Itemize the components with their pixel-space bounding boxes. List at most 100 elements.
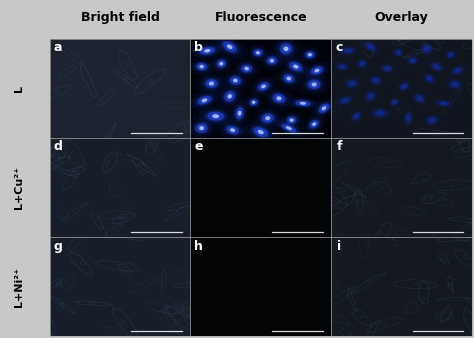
Ellipse shape xyxy=(319,104,329,113)
Ellipse shape xyxy=(230,77,241,84)
Ellipse shape xyxy=(306,78,323,91)
Text: i: i xyxy=(337,240,341,252)
Ellipse shape xyxy=(262,85,265,88)
Ellipse shape xyxy=(199,97,210,104)
Ellipse shape xyxy=(301,102,305,104)
Ellipse shape xyxy=(434,65,439,68)
Ellipse shape xyxy=(282,73,296,84)
Ellipse shape xyxy=(350,82,354,85)
Ellipse shape xyxy=(338,64,346,69)
Ellipse shape xyxy=(250,47,266,59)
Ellipse shape xyxy=(418,97,422,100)
Ellipse shape xyxy=(288,117,295,123)
Ellipse shape xyxy=(211,114,220,118)
Ellipse shape xyxy=(261,84,266,89)
Ellipse shape xyxy=(195,62,209,71)
Ellipse shape xyxy=(283,125,295,131)
Ellipse shape xyxy=(315,70,319,72)
Ellipse shape xyxy=(223,41,237,52)
Ellipse shape xyxy=(338,96,352,104)
Ellipse shape xyxy=(369,95,372,98)
Ellipse shape xyxy=(287,61,304,73)
Ellipse shape xyxy=(441,102,446,104)
Ellipse shape xyxy=(205,79,218,88)
Ellipse shape xyxy=(255,128,267,136)
Ellipse shape xyxy=(306,117,322,131)
Ellipse shape xyxy=(450,81,459,88)
Ellipse shape xyxy=(200,127,203,129)
Ellipse shape xyxy=(430,62,443,71)
Ellipse shape xyxy=(281,44,291,53)
Ellipse shape xyxy=(199,47,215,54)
Ellipse shape xyxy=(286,116,298,125)
Ellipse shape xyxy=(426,75,433,81)
Ellipse shape xyxy=(251,125,271,139)
Ellipse shape xyxy=(284,75,293,82)
Ellipse shape xyxy=(348,80,356,87)
Ellipse shape xyxy=(238,112,241,115)
Ellipse shape xyxy=(259,83,268,90)
Ellipse shape xyxy=(260,112,276,124)
Ellipse shape xyxy=(309,66,325,76)
Ellipse shape xyxy=(428,77,431,80)
Ellipse shape xyxy=(197,124,207,132)
Ellipse shape xyxy=(382,65,393,72)
Ellipse shape xyxy=(192,60,211,73)
Ellipse shape xyxy=(236,107,244,119)
Ellipse shape xyxy=(277,97,281,100)
Ellipse shape xyxy=(228,45,232,48)
Ellipse shape xyxy=(264,116,271,120)
Ellipse shape xyxy=(413,94,426,103)
Ellipse shape xyxy=(372,78,380,83)
Ellipse shape xyxy=(252,48,264,57)
Ellipse shape xyxy=(410,59,414,62)
Ellipse shape xyxy=(254,50,262,56)
Ellipse shape xyxy=(314,100,334,117)
Ellipse shape xyxy=(370,76,382,84)
Ellipse shape xyxy=(268,90,290,107)
Ellipse shape xyxy=(206,80,217,87)
Ellipse shape xyxy=(365,43,375,51)
Text: L+Ni²⁺: L+Ni²⁺ xyxy=(14,267,24,307)
Ellipse shape xyxy=(447,52,454,57)
Ellipse shape xyxy=(404,113,412,124)
Ellipse shape xyxy=(415,95,424,102)
Ellipse shape xyxy=(340,47,356,54)
Ellipse shape xyxy=(287,117,296,124)
Ellipse shape xyxy=(258,130,263,134)
Ellipse shape xyxy=(231,77,240,84)
Ellipse shape xyxy=(220,40,239,54)
Ellipse shape xyxy=(422,45,431,53)
Ellipse shape xyxy=(207,112,225,121)
Ellipse shape xyxy=(203,49,211,53)
Ellipse shape xyxy=(196,63,207,70)
Ellipse shape xyxy=(199,126,205,130)
Ellipse shape xyxy=(239,64,254,74)
Ellipse shape xyxy=(237,62,256,75)
Ellipse shape xyxy=(322,107,326,110)
Ellipse shape xyxy=(196,124,208,132)
Ellipse shape xyxy=(374,79,378,82)
Ellipse shape xyxy=(219,62,224,66)
Ellipse shape xyxy=(213,115,219,118)
Ellipse shape xyxy=(367,93,374,100)
Ellipse shape xyxy=(226,126,239,134)
Ellipse shape xyxy=(263,115,273,122)
Ellipse shape xyxy=(228,95,231,98)
Ellipse shape xyxy=(308,119,320,129)
Ellipse shape xyxy=(340,66,344,68)
Ellipse shape xyxy=(273,94,285,103)
Ellipse shape xyxy=(268,58,276,64)
Ellipse shape xyxy=(218,61,225,67)
Ellipse shape xyxy=(253,101,255,103)
Ellipse shape xyxy=(372,109,389,117)
Ellipse shape xyxy=(279,71,298,86)
Ellipse shape xyxy=(208,113,223,120)
Ellipse shape xyxy=(252,101,255,104)
Ellipse shape xyxy=(304,50,316,59)
Ellipse shape xyxy=(299,102,307,105)
Ellipse shape xyxy=(353,113,360,119)
Ellipse shape xyxy=(343,99,347,102)
Ellipse shape xyxy=(393,101,396,103)
Text: g: g xyxy=(54,240,63,252)
